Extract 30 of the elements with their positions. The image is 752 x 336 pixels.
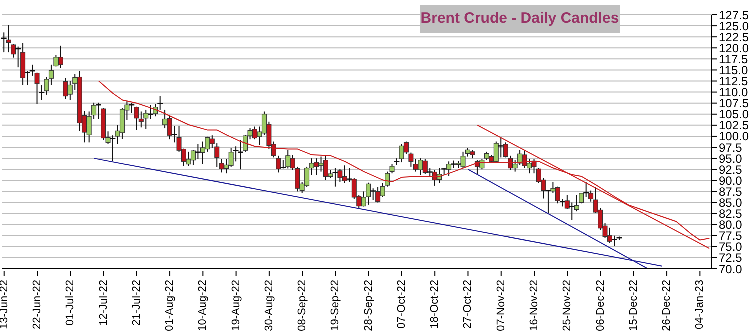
x-tick-label: 01-Aug-22: [164, 280, 176, 332]
chart-title: Brent Crude - Daily Candles: [420, 5, 620, 33]
x-tick-label: 04-Jan-23: [694, 280, 706, 330]
x-tick-label: 13-Jun-22: [0, 280, 10, 330]
candlestick: [332, 168, 339, 188]
candlestick: [545, 190, 552, 214]
x-tick-label: 15-Dec-22: [628, 280, 640, 332]
x-tick-label: 19-Sep-22: [330, 280, 342, 332]
candlestick: [568, 202, 576, 221]
candlestick: [370, 188, 377, 201]
x-tick-label: 30-Aug-22: [263, 280, 276, 332]
x-tick-label: 26-Dec-22: [661, 280, 674, 332]
x-tick-label: 12-Jul-22: [98, 280, 110, 326]
y-tick-label: 85.0: [719, 196, 743, 210]
x-tick-label: 10-Aug-22: [197, 280, 210, 332]
x-tick-label: 07-Oct-22: [396, 280, 408, 329]
x-tick-label: 01-Jul-22: [64, 280, 77, 326]
x-tick-label: 07-Nov-22: [495, 280, 508, 332]
x-tick-label: 22-Jun-22: [32, 280, 44, 330]
x-tick-label: 27-Oct-22: [462, 280, 474, 329]
x-tick-label: 28-Sep-22: [362, 280, 375, 332]
x-tick-label: 16-Nov-22: [528, 280, 540, 332]
x-tick-label: 25-Nov-22: [562, 280, 574, 332]
candlestick: [498, 137, 504, 158]
x-tick-label: 06-Dec-22: [594, 280, 607, 332]
x-tick-label: 18-Oct-22: [429, 280, 442, 329]
x-tick-label: 08-Sep-22: [296, 280, 309, 332]
candlestick: [171, 126, 178, 144]
x-tick-label: 21-Jul-22: [130, 280, 143, 326]
x-tick-label: 19-Aug-22: [230, 280, 242, 332]
